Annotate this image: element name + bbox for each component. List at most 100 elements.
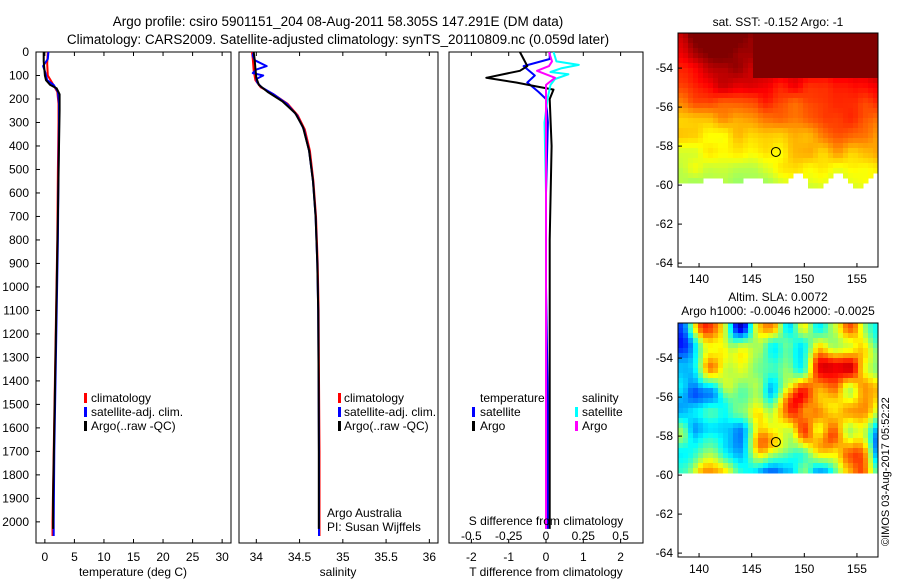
map-cell	[758, 443, 764, 449]
map-cell	[843, 173, 849, 179]
map-cell	[728, 388, 734, 394]
map-cell	[793, 118, 799, 124]
map-cell	[783, 378, 789, 384]
map-cell	[793, 463, 799, 469]
map-cell	[678, 168, 684, 174]
map-cell	[843, 358, 849, 364]
map-cell	[873, 148, 879, 154]
map-cell	[678, 383, 684, 389]
map-cell	[743, 58, 749, 64]
map-cell	[858, 118, 864, 124]
map-cell	[858, 393, 864, 399]
map-cell	[708, 433, 714, 439]
map-cell	[678, 368, 684, 374]
map-cell	[863, 128, 869, 134]
map-cell	[853, 463, 859, 469]
map-cell	[768, 53, 774, 59]
map-cell	[693, 393, 699, 399]
map-cell	[718, 333, 724, 339]
map-cell	[768, 78, 774, 84]
map-cell	[743, 438, 749, 444]
map-cell	[738, 333, 744, 339]
map-cell	[728, 323, 734, 329]
map-cell	[728, 113, 734, 119]
map-cell	[838, 138, 844, 144]
map-cell	[823, 323, 829, 329]
map-cell	[848, 443, 854, 449]
map-y-tick-label: -54	[656, 61, 674, 75]
map-cell	[728, 133, 734, 139]
map-cell	[698, 83, 704, 89]
map-cell	[713, 73, 719, 79]
map-cell	[838, 453, 844, 459]
map-cell	[823, 43, 829, 49]
map-cell	[838, 333, 844, 339]
map-cell	[713, 328, 719, 334]
map-cell	[803, 138, 809, 144]
map-cell	[848, 453, 854, 459]
map-cell	[873, 98, 879, 104]
map-cell	[848, 338, 854, 344]
map-cell	[823, 58, 829, 64]
map-cell	[703, 88, 709, 94]
map-cell	[683, 383, 689, 389]
legend-title-temperature: temperature	[480, 391, 545, 405]
map-y-tick-label: -60	[656, 468, 674, 482]
series-line-argo	[42, 52, 61, 529]
map-cell	[868, 393, 874, 399]
map-cell	[863, 153, 869, 159]
map-cell	[848, 418, 854, 424]
map-cell	[733, 373, 739, 379]
map-cell	[748, 448, 754, 454]
map-cell	[848, 408, 854, 414]
map-cell	[818, 33, 824, 39]
map-cell	[828, 158, 834, 164]
map-cell	[723, 153, 729, 159]
map-cell	[788, 323, 794, 329]
map-cell	[758, 33, 764, 39]
map-cell	[823, 448, 829, 454]
map-cell	[778, 418, 784, 424]
map-cell	[863, 73, 869, 79]
map-cell	[718, 133, 724, 139]
map-cell	[723, 78, 729, 84]
map-cell	[753, 338, 759, 344]
map-cell	[808, 163, 814, 169]
map-cell	[688, 468, 694, 474]
map-cell	[713, 93, 719, 99]
map-cell	[753, 443, 759, 449]
map-cell	[778, 138, 784, 144]
map-cell	[848, 343, 854, 349]
map-cell	[723, 158, 729, 164]
map-cell	[698, 128, 704, 134]
map-cell	[693, 323, 699, 329]
map-cell	[733, 333, 739, 339]
map-cell	[758, 458, 764, 464]
map-cell	[758, 143, 764, 149]
map-cell	[868, 73, 874, 79]
map-cell	[808, 368, 814, 374]
map-cell	[873, 68, 879, 74]
map-cell	[873, 143, 879, 149]
map-cell	[868, 108, 874, 114]
map-cell	[703, 103, 709, 109]
map-cell	[828, 348, 834, 354]
map-cell	[858, 373, 864, 379]
map-cell	[858, 333, 864, 339]
map-cell	[728, 173, 734, 179]
map-cell	[748, 408, 754, 414]
map-cell	[818, 358, 824, 364]
map-cell	[733, 113, 739, 119]
map-cell	[733, 338, 739, 344]
sla-map-panel: Altim. SLA: 0.0072 Argo h1000: -0.0046 h…	[656, 290, 879, 576]
sst-map-panel: sat. SST: -0.152 Argo: -1 140 145 150 155-5…	[656, 15, 879, 286]
map-cell	[773, 423, 779, 429]
map-cell	[708, 363, 714, 369]
map-cell	[803, 93, 809, 99]
map-cell	[773, 403, 779, 409]
map-cell	[803, 108, 809, 114]
map-cell	[778, 78, 784, 84]
s-diff-tick-label: -0.5	[461, 529, 482, 543]
map-cell	[798, 38, 804, 44]
map-cell	[683, 133, 689, 139]
